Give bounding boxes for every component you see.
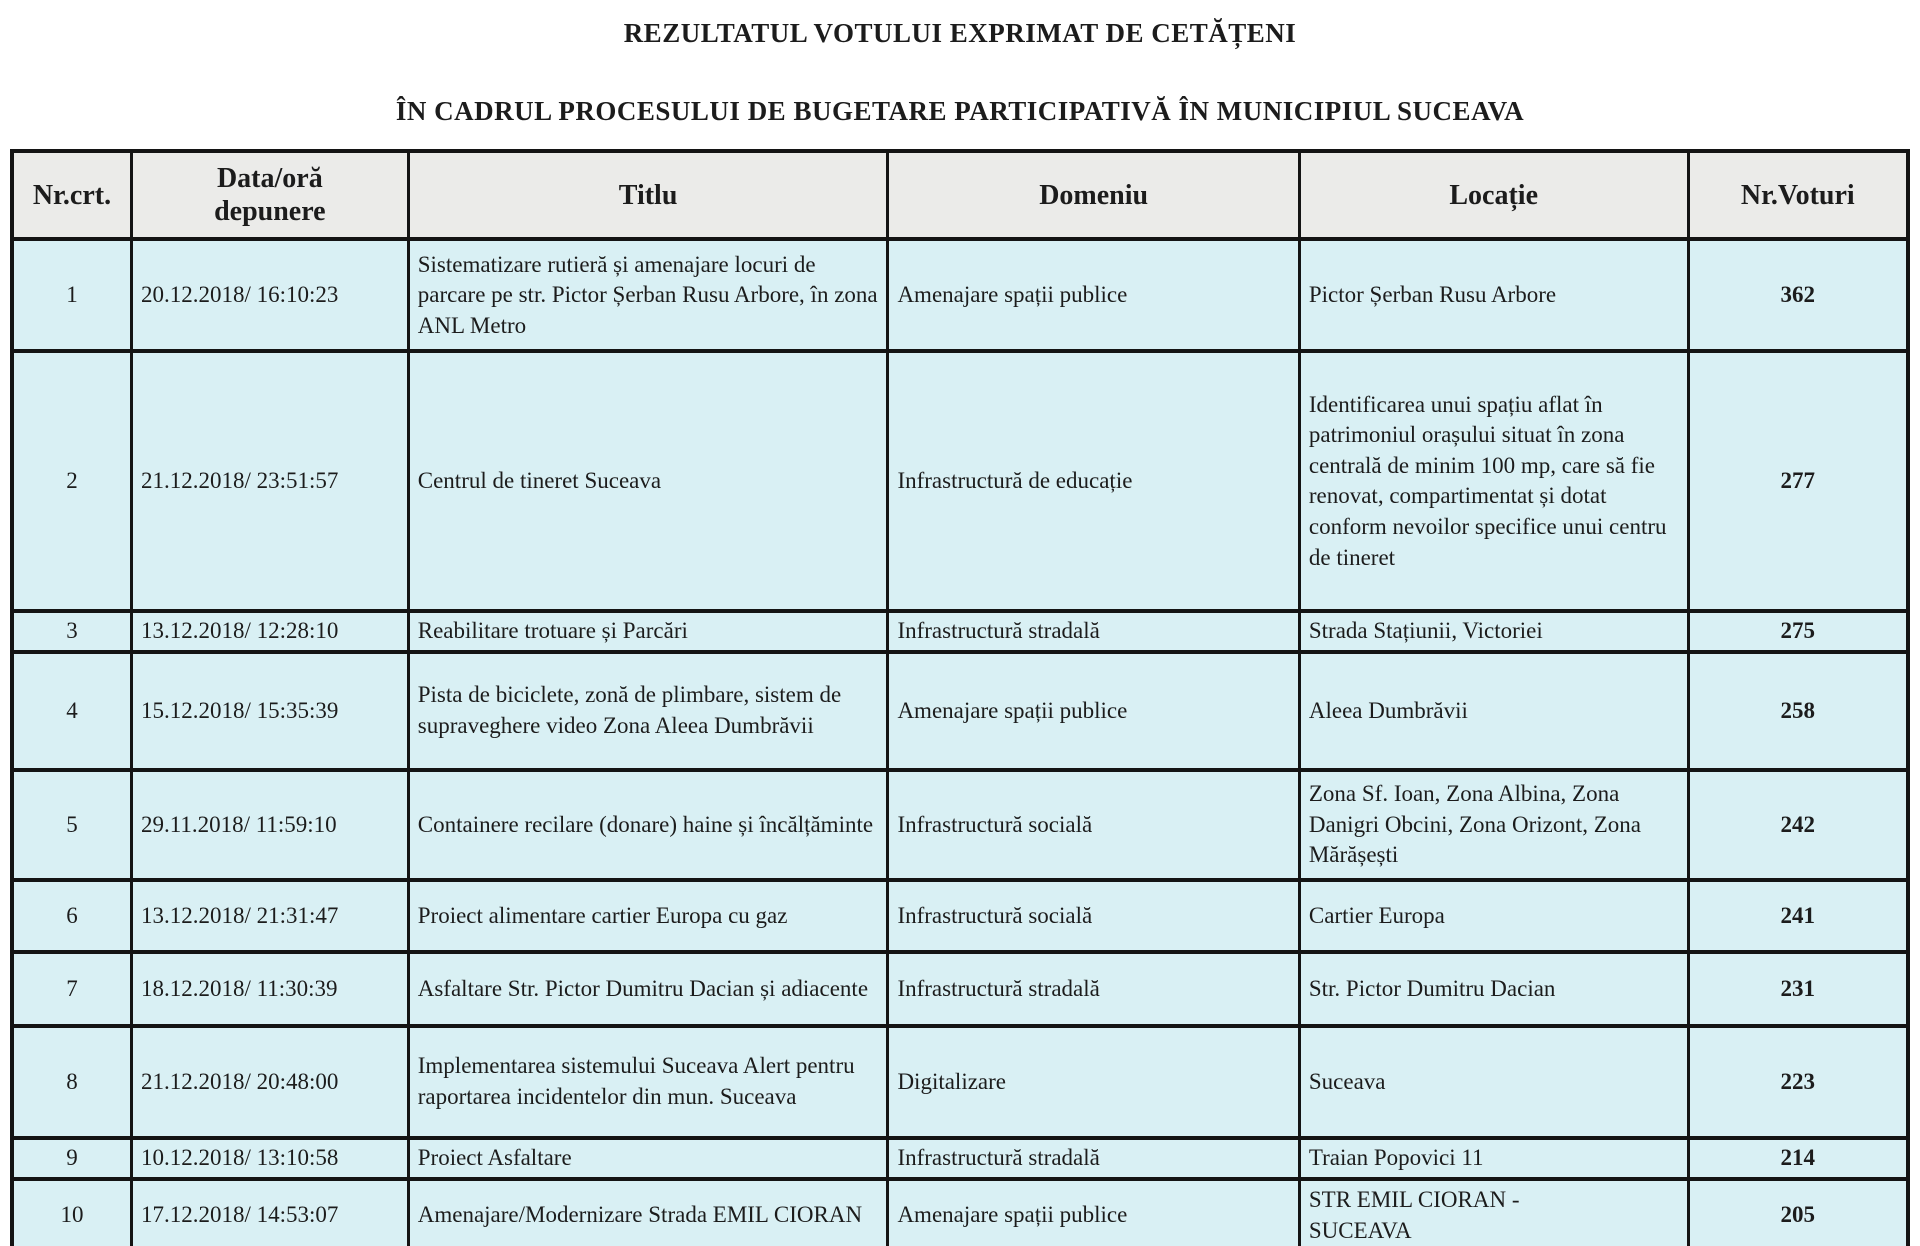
cell-data-ora: 10.12.2018/ 13:10:58 <box>129 1136 410 1181</box>
cell-voturi: 277 <box>1686 349 1910 613</box>
cell-domeniu: Infrastructură de educație <box>886 349 1301 613</box>
table-row: 6 13.12.2018/ 21:31:47 Proiect alimentar… <box>10 878 1910 954</box>
cell-data-ora: 17.12.2018/ 14:53:07 <box>129 1177 410 1246</box>
cell-voturi: 275 <box>1686 609 1910 654</box>
table-row: 1 20.12.2018/ 16:10:23 Sistematizare rut… <box>10 237 1910 353</box>
cell-locatie: STR EMIL CIORAN - SUCEAVA <box>1297 1177 1690 1246</box>
cell-locatie: Zona Sf. Ioan, Zona Albina, Zona Danigri… <box>1297 768 1690 882</box>
table-row: 3 13.12.2018/ 12:28:10 Reabilitare trotu… <box>10 609 1910 654</box>
cell-domeniu: Infrastructură stradală <box>886 950 1301 1028</box>
cell-titlu: Containere recilare (donare) haine și în… <box>406 768 890 882</box>
cell-domeniu: Amenajare spații publice <box>886 1177 1301 1246</box>
cell-domeniu: Infrastructură socială <box>886 878 1301 954</box>
column-header-nr-crt: Nr.crt. <box>10 149 133 241</box>
cell-titlu: Implementarea sistemului Suceava Alert p… <box>406 1024 890 1140</box>
column-header-locatie: Locație <box>1297 149 1690 241</box>
cell-voturi: 362 <box>1686 237 1910 353</box>
cell-locatie: Traian Popovici 11 <box>1297 1136 1690 1181</box>
cell-domeniu: Amenajare spații publice <box>886 237 1301 353</box>
table-row: 5 29.11.2018/ 11:59:10 Containere recila… <box>10 768 1910 882</box>
cell-data-ora: 18.12.2018/ 11:30:39 <box>129 950 410 1028</box>
cell-domeniu: Digitalizare <box>886 1024 1301 1140</box>
cell-titlu: Amenajare/Modernizare Strada EMIL CIORAN <box>406 1177 890 1246</box>
cell-voturi: 231 <box>1686 950 1910 1028</box>
cell-titlu: Proiect Asfaltare <box>406 1136 890 1181</box>
cell-nr: 7 <box>10 950 133 1028</box>
cell-nr: 4 <box>10 650 133 772</box>
cell-data-ora: 29.11.2018/ 11:59:10 <box>129 768 410 882</box>
cell-voturi: 258 <box>1686 650 1910 772</box>
cell-domeniu: Amenajare spații publice <box>886 650 1301 772</box>
cell-locatie: Pictor Șerban Rusu Arbore <box>1297 237 1690 353</box>
cell-nr: 8 <box>10 1024 133 1140</box>
cell-locatie: Identificarea unui spațiu aflat în patri… <box>1297 349 1690 613</box>
cell-titlu: Pista de biciclete, zonă de plimbare, si… <box>406 650 890 772</box>
cell-nr: 2 <box>10 349 133 613</box>
page-title: REZULTATUL VOTULUI EXPRIMAT DE CETĂȚENI … <box>0 0 1920 131</box>
column-header-data-ora: Data/oră depunere <box>129 149 410 241</box>
table-row: 7 18.12.2018/ 11:30:39 Asfaltare Str. Pi… <box>10 950 1910 1028</box>
cell-data-ora: 21.12.2018/ 20:48:00 <box>129 1024 410 1140</box>
cell-domeniu: Infrastructură socială <box>886 768 1301 882</box>
cell-locatie: Aleea Dumbrăvii <box>1297 650 1690 772</box>
cell-voturi: 214 <box>1686 1136 1910 1181</box>
cell-voturi: 242 <box>1686 768 1910 882</box>
cell-titlu: Proiect alimentare cartier Europa cu gaz <box>406 878 890 954</box>
cell-titlu: Sistematizare rutieră și amenajare locur… <box>406 237 890 353</box>
cell-voturi: 223 <box>1686 1024 1910 1140</box>
cell-locatie: Suceava <box>1297 1024 1690 1140</box>
cell-titlu: Reabilitare trotuare și Parcări <box>406 609 890 654</box>
cell-nr: 1 <box>10 237 133 353</box>
table-row: 2 21.12.2018/ 23:51:57 Centrul de tinere… <box>10 349 1910 613</box>
cell-locatie: Str. Pictor Dumitru Dacian <box>1297 950 1690 1028</box>
cell-titlu: Centrul de tineret Suceava <box>406 349 890 613</box>
cell-nr: 5 <box>10 768 133 882</box>
cell-nr: 6 <box>10 878 133 954</box>
page-title-line1: REZULTATUL VOTULUI EXPRIMAT DE CETĂȚENI <box>623 18 1297 48</box>
cell-titlu: Asfaltare Str. Pictor Dumitru Dacian și … <box>406 950 890 1028</box>
table-row: 4 15.12.2018/ 15:35:39 Pista de biciclet… <box>10 650 1910 772</box>
cell-data-ora: 13.12.2018/ 12:28:10 <box>129 609 410 654</box>
column-header-nr-voturi: Nr.Voturi <box>1686 149 1910 241</box>
cell-locatie: Cartier Europa <box>1297 878 1690 954</box>
cell-locatie: Strada Stațiunii, Victoriei <box>1297 609 1690 654</box>
cell-data-ora: 21.12.2018/ 23:51:57 <box>129 349 410 613</box>
page-title-line2: ÎN CADRUL PROCESULUI DE BUGETARE PARTICI… <box>395 96 1525 127</box>
column-header-titlu: Titlu <box>406 149 890 241</box>
table-row: 8 21.12.2018/ 20:48:00 Implementarea sis… <box>10 1024 1910 1140</box>
cell-data-ora: 13.12.2018/ 21:31:47 <box>129 878 410 954</box>
cell-voturi: 241 <box>1686 878 1910 954</box>
cell-domeniu: Infrastructură stradală <box>886 609 1301 654</box>
cell-data-ora: 15.12.2018/ 15:35:39 <box>129 650 410 772</box>
cell-domeniu: Infrastructură stradală <box>886 1136 1301 1181</box>
column-header-domeniu: Domeniu <box>886 149 1301 241</box>
table-row: 10 17.12.2018/ 14:53:07 Amenajare/Modern… <box>10 1177 1910 1246</box>
cell-nr: 3 <box>10 609 133 654</box>
cell-nr: 10 <box>10 1177 133 1246</box>
cell-nr: 9 <box>10 1136 133 1181</box>
cell-voturi: 205 <box>1686 1177 1910 1246</box>
voting-results-table: Nr.crt. Data/oră depunere Titlu Domeniu … <box>10 149 1910 1246</box>
table-row: 9 10.12.2018/ 13:10:58 Proiect Asfaltare… <box>10 1136 1910 1181</box>
cell-data-ora: 20.12.2018/ 16:10:23 <box>129 237 410 353</box>
table-header-row: Nr.crt. Data/oră depunere Titlu Domeniu … <box>10 149 1910 241</box>
